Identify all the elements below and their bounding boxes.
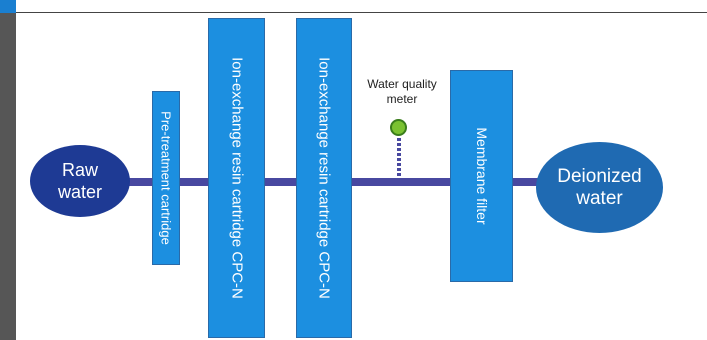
meter-label-line2: meter [386, 92, 418, 106]
ion-exchange-cartridge-1-box: Ion-exchange resin cartridge CPC-N [208, 18, 265, 338]
raw-water-node: Raw water [30, 145, 130, 217]
corner-accent [0, 0, 16, 13]
membrane-filter-label: Membrane filter [473, 127, 490, 225]
deionized-water-node: Deionized water [536, 142, 663, 233]
left-side-bar [0, 0, 16, 340]
raw-water-label-line2: water [57, 182, 102, 202]
pre-treatment-cartridge-box: Pre-treatment cartridge [152, 91, 180, 265]
ion-exchange-cartridge-2-label: Ion-exchange resin cartridge CPC-N [315, 57, 333, 299]
pre-treatment-cartridge-label: Pre-treatment cartridge [158, 111, 174, 245]
deionized-water-label-line2: water [576, 187, 623, 209]
deionized-water-label-line1: Deionized [557, 165, 642, 187]
meter-connector-line [397, 138, 401, 178]
ion-exchange-cartridge-2-box: Ion-exchange resin cartridge CPC-N [296, 18, 352, 338]
water-quality-meter-icon [390, 119, 407, 136]
ion-exchange-cartridge-1-label: Ion-exchange resin cartridge CPC-N [228, 57, 245, 299]
water-quality-meter-label: Water quality meter [358, 77, 446, 107]
membrane-filter-box: Membrane filter [450, 70, 513, 282]
raw-water-label-line1: Raw [61, 160, 98, 180]
meter-label-line1: Water quality [367, 77, 437, 91]
top-divider-line [0, 12, 707, 13]
